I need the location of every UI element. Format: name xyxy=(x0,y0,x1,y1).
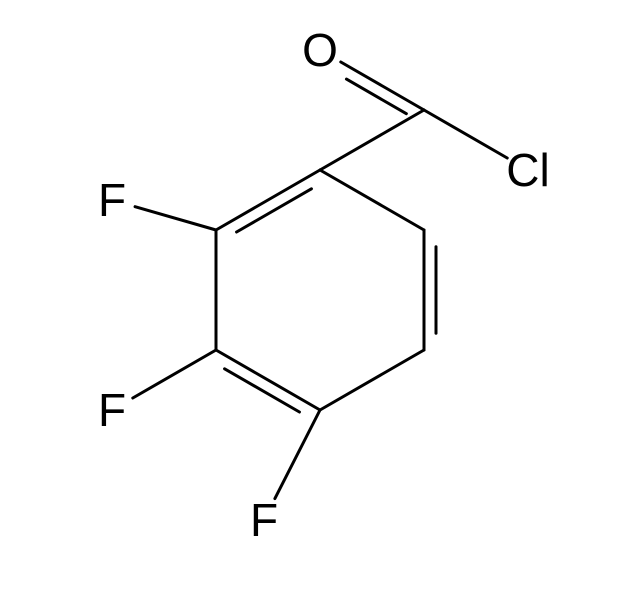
atom-label-cl: Cl xyxy=(506,144,549,196)
bond xyxy=(320,350,424,410)
bond xyxy=(341,62,424,110)
bond xyxy=(320,170,424,230)
bond xyxy=(133,350,216,398)
molecule-diagram: O Cl F F F xyxy=(0,0,640,596)
bond xyxy=(424,110,507,158)
bond xyxy=(346,79,406,114)
bond xyxy=(320,110,424,170)
atom-label-f: F xyxy=(98,384,126,436)
bond xyxy=(135,207,216,230)
bond xyxy=(216,350,320,410)
bond xyxy=(216,170,320,230)
bond xyxy=(275,410,320,499)
atom-label-o: O xyxy=(302,24,338,76)
atom-label-f: F xyxy=(250,494,278,546)
atom-label-f: F xyxy=(98,174,126,226)
